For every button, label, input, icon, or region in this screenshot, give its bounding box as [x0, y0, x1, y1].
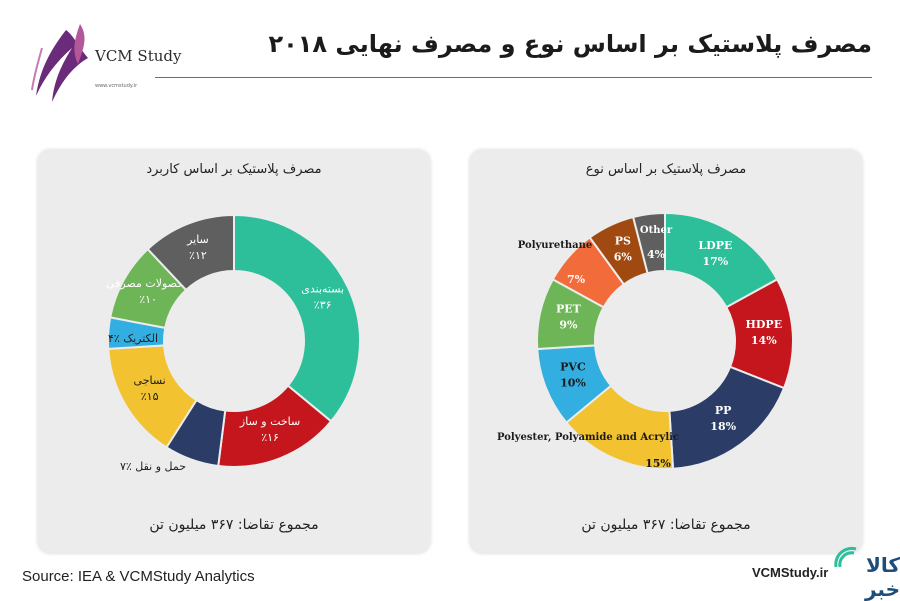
logo-text: VCM Study: [95, 47, 182, 65]
chart-title-type: مصرف پلاستیک بر اساس نوع: [585, 162, 747, 177]
slice-name-label-5: PET: [556, 302, 582, 315]
slice-value-label-1: 14%: [751, 334, 777, 347]
slice-name-label-3: Polyester, Polyamide and Acrylic: [497, 432, 679, 443]
slice-value-label-5: 9%: [559, 318, 578, 331]
donut-chart-type: LDPE 17% HDPE 14% PP 18% Polyester, Polyamide …: [497, 211, 794, 470]
slice-value-label-2: حمل و نقل ٪۷: [120, 460, 186, 473]
logo-url: www.vcmstudy.ir: [95, 83, 138, 89]
slice-name-label-4: PVC: [560, 360, 586, 373]
chart-title-application: مصرف پلاستیک بر اساس کاربرد: [146, 162, 322, 177]
slice-name-label-0: بسته‌بندی: [301, 282, 344, 295]
chart-panel-type: مصرف پلاستیک بر اساس نوع LDPE 17% HDPE 14% P…: [470, 150, 862, 553]
slice-value-label-0: 17%: [703, 255, 729, 268]
slice-value-label-1: ٪۱۶: [261, 431, 279, 444]
total-demand-type: مجموع تقاضا: ۳۶۷ میلیون تن: [581, 517, 751, 533]
slice-name-label-5: محصولات مصرفی: [106, 277, 190, 290]
slice-name-label-8: Other: [640, 225, 673, 236]
slice-value-label-5: ٪۱۰: [139, 293, 157, 306]
slice-value-label-6: 7%: [567, 273, 586, 286]
chart-panel-application: مصرف پلاستیک بر اساس کاربرد بسته‌بندی ٪۳۶…: [38, 150, 430, 553]
slice-value-label-7: 6%: [614, 250, 633, 263]
slice-value-label-6: ٪۱۲: [189, 249, 207, 262]
slice-value-label-3: 15%: [645, 457, 671, 470]
donut-slice-0: [233, 213, 361, 423]
source-note: Source: IEA & VCMStudy Analytics: [22, 568, 255, 585]
slice-name-label-2: PP: [715, 404, 732, 417]
footer-site: VCMStudy.ir: [752, 565, 829, 580]
slice-value-label-8: 4%: [647, 248, 666, 261]
slice-name-label-0: LDPE: [698, 239, 732, 252]
donut-hole: [165, 272, 303, 410]
slice-name-label-6: Polyurethane: [518, 240, 592, 251]
slice-value-label-4: الکتریک ٪۴: [108, 332, 158, 345]
slice-value-label-2: 18%: [710, 420, 736, 433]
header-divider: [155, 77, 872, 78]
slice-name-label-1: HDPE: [746, 318, 783, 331]
page-title: مصرف پلاستیک بر اساس نوع و مصرف نهایی ۲۰…: [268, 30, 872, 58]
slice-value-label-3: ٪۱۵: [141, 390, 159, 403]
slice-name-label-6: سایر: [186, 233, 209, 246]
slice-name-label-7: PS: [615, 234, 631, 247]
total-demand-application: مجموع تقاضا: ۳۶۷ میلیون تن: [149, 517, 319, 533]
donut-slice-6: [146, 213, 235, 292]
slice-name-label-1: ساخت و ساز: [239, 415, 300, 428]
donut-hole: [596, 272, 734, 410]
kala-khabar-logo-icon: [834, 546, 857, 568]
slice-value-label-4: 10%: [560, 376, 586, 389]
donut-slice-8: [631, 211, 666, 275]
corner-logo-text: کالا خبر: [864, 553, 900, 601]
vcm-logo-icon: [31, 24, 88, 102]
slice-value-label-0: ٪۳۶: [314, 298, 332, 311]
slice-name-label-3: نساجی: [134, 374, 166, 387]
donut-chart-application: بسته‌بندی ٪۳۶ ساخت و ساز ٪۱۶ حمل و نقل ٪۷ نسا…: [106, 213, 361, 473]
